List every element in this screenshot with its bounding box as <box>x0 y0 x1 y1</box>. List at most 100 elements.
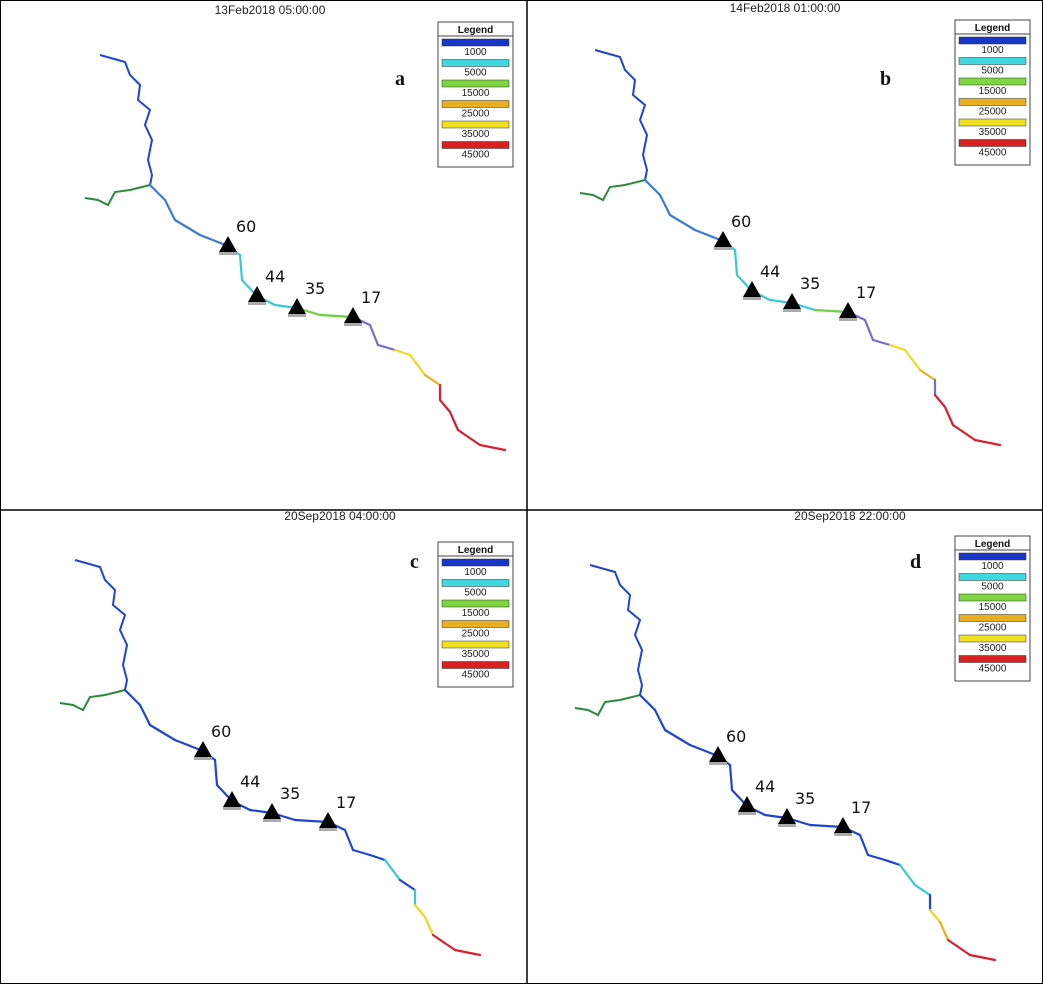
station-shadow <box>219 252 237 255</box>
legend-label: 5000 <box>981 582 1004 593</box>
river-upper <box>99 54 154 186</box>
river-upper <box>594 49 649 181</box>
station-shadow <box>839 318 857 321</box>
legend-swatch <box>958 36 1027 45</box>
river-segment <box>866 853 887 862</box>
station-label: 44 <box>760 262 780 281</box>
legend-swatch <box>958 57 1027 65</box>
river-segment <box>163 198 177 222</box>
river-segment <box>653 708 667 732</box>
river-segment <box>871 338 892 347</box>
station-label: 60 <box>731 212 751 231</box>
river-segment <box>368 853 387 862</box>
station-shadow <box>738 812 756 815</box>
river-segment <box>408 353 427 377</box>
river-upper <box>589 564 644 696</box>
river-segment <box>423 915 435 937</box>
legend-swatch <box>958 552 1027 561</box>
river-segment <box>438 398 452 414</box>
legend-swatch <box>441 661 510 669</box>
river-segment <box>943 405 955 427</box>
station-label: 17 <box>336 793 356 812</box>
legend-swatch <box>958 77 1027 86</box>
legend-swatch <box>958 139 1027 147</box>
legend-label: 35000 <box>462 649 490 660</box>
station-label: 17 <box>856 283 876 302</box>
legend-swatch <box>441 59 510 67</box>
station-marker <box>738 796 756 812</box>
legend-swatch <box>441 38 510 47</box>
legend-swatch <box>441 120 510 129</box>
river-segment <box>733 248 739 277</box>
legend-label: 5000 <box>981 66 1004 77</box>
legend-label: 1000 <box>981 45 1004 56</box>
station-label: 35 <box>795 789 815 808</box>
station-shadow <box>778 824 796 827</box>
station-marker <box>743 281 761 297</box>
station-marker <box>834 817 852 833</box>
legend-label: 35000 <box>462 129 490 140</box>
river-segment <box>918 368 937 382</box>
panel-letter: b <box>880 68 891 90</box>
river-segment <box>393 348 412 357</box>
legend-title: Legend <box>975 539 1011 550</box>
river-segment <box>693 228 725 243</box>
river-segment <box>456 428 482 447</box>
river-segment <box>883 858 902 867</box>
station-shadow <box>263 819 281 822</box>
map-panel: 20Sep2018 04:00:00 c 60 44 35 17 Legend 1000 500… <box>59 509 514 957</box>
station-label: 35 <box>800 274 820 293</box>
river-branch <box>574 694 641 717</box>
legend-label: 1000 <box>464 47 487 58</box>
legend-label: 25000 <box>979 623 1007 634</box>
legend-swatch <box>441 100 510 108</box>
legend-label: 25000 <box>462 629 490 640</box>
legend-label: 5000 <box>464 68 487 79</box>
station-label: 35 <box>280 784 300 803</box>
timestamp: 14Feb2018 01:00:00 <box>730 1 841 15</box>
river-segment <box>668 213 697 232</box>
legend-label: 15000 <box>462 608 490 619</box>
legend-swatch <box>441 558 510 567</box>
legend-swatch <box>441 599 510 608</box>
river-segment <box>638 693 657 712</box>
legend-swatch <box>958 98 1027 106</box>
river-segment <box>898 863 917 887</box>
river-segment <box>148 183 167 202</box>
river-segment <box>913 883 932 897</box>
map-panel: 14Feb2018 01:00:00 b 60 44 35 17 Legend 1000 500… <box>579 1 1031 447</box>
river-segment <box>238 253 244 282</box>
legend-title: Legend <box>458 25 494 36</box>
station-marker <box>714 231 732 247</box>
river-segment <box>933 393 947 409</box>
legend-label: 25000 <box>462 109 490 120</box>
river-segment <box>688 743 720 758</box>
station-shadow <box>319 828 337 831</box>
station-label: 17 <box>361 288 381 307</box>
river-segment <box>928 908 942 924</box>
river-branch <box>84 184 151 207</box>
station-shadow <box>834 833 852 836</box>
river-segment <box>858 833 870 857</box>
station-marker <box>219 236 237 252</box>
river-segment <box>148 723 177 742</box>
river-segment <box>938 920 950 942</box>
legend-label: 15000 <box>979 86 1007 97</box>
river-segment <box>423 373 442 387</box>
river-segment <box>398 878 417 892</box>
station-shadow <box>288 314 306 317</box>
station-shadow <box>223 807 241 810</box>
legend-swatch <box>958 118 1027 127</box>
station-label: 44 <box>755 777 775 796</box>
panel-letter: a <box>395 68 405 90</box>
river-upper <box>74 559 129 691</box>
station-marker <box>344 307 362 323</box>
legend-swatch <box>958 634 1027 643</box>
river-segment <box>376 343 397 352</box>
station-shadow <box>344 323 362 326</box>
legend-label: 1000 <box>464 567 487 578</box>
river-segment <box>888 343 907 352</box>
station-shadow <box>194 757 212 760</box>
river-segment <box>951 423 977 442</box>
